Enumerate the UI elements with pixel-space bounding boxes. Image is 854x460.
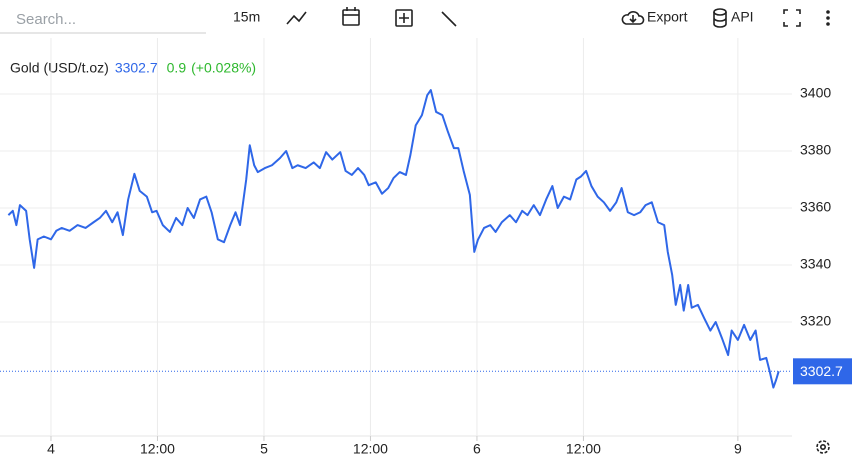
x-tick-label: 9: [734, 441, 742, 457]
chart-title: Gold (USD/t.oz): [10, 60, 109, 76]
x-tick-label: 12:00: [140, 441, 175, 457]
api-label: API: [731, 9, 754, 25]
fullscreen-icon[interactable]: [783, 9, 801, 27]
add-indicator-icon[interactable]: [395, 9, 413, 27]
y-tick-label: 3360: [800, 199, 831, 215]
x-tick-label: 6: [473, 441, 481, 457]
export-button[interactable]: Export: [621, 9, 688, 25]
chart-type-icon[interactable]: [286, 11, 307, 25]
x-tick-label: 5: [260, 441, 268, 457]
grid: [0, 38, 792, 436]
api-button[interactable]: API: [713, 8, 754, 28]
y-tick-label: 3380: [800, 142, 831, 158]
x-tick-label: 12:00: [353, 441, 388, 457]
last-price: 3302.7: [115, 60, 158, 76]
y-tick-label: 3320: [800, 313, 831, 329]
x-tick-label: 4: [47, 441, 55, 457]
last-price-label: 3302.7: [800, 363, 843, 379]
y-tick-label: 3400: [800, 85, 831, 101]
toolbar: Search... 15m Export API: [0, 7, 830, 34]
tools-icon[interactable]: [441, 11, 457, 27]
change: 0.9: [167, 60, 187, 76]
y-tick-label: 3340: [800, 256, 831, 272]
export-label: Export: [647, 9, 688, 25]
x-tick-label: 12:00: [566, 441, 601, 457]
last-price-tag: [793, 358, 852, 385]
calendar-icon[interactable]: [342, 7, 360, 26]
interval-button[interactable]: 15m: [233, 9, 260, 25]
search-input[interactable]: Search...: [16, 11, 76, 28]
menu-icon[interactable]: [826, 10, 830, 26]
price-line: [7, 89, 780, 389]
change-percent: (+0.028%): [191, 60, 256, 76]
settings-icon[interactable]: [816, 440, 830, 454]
